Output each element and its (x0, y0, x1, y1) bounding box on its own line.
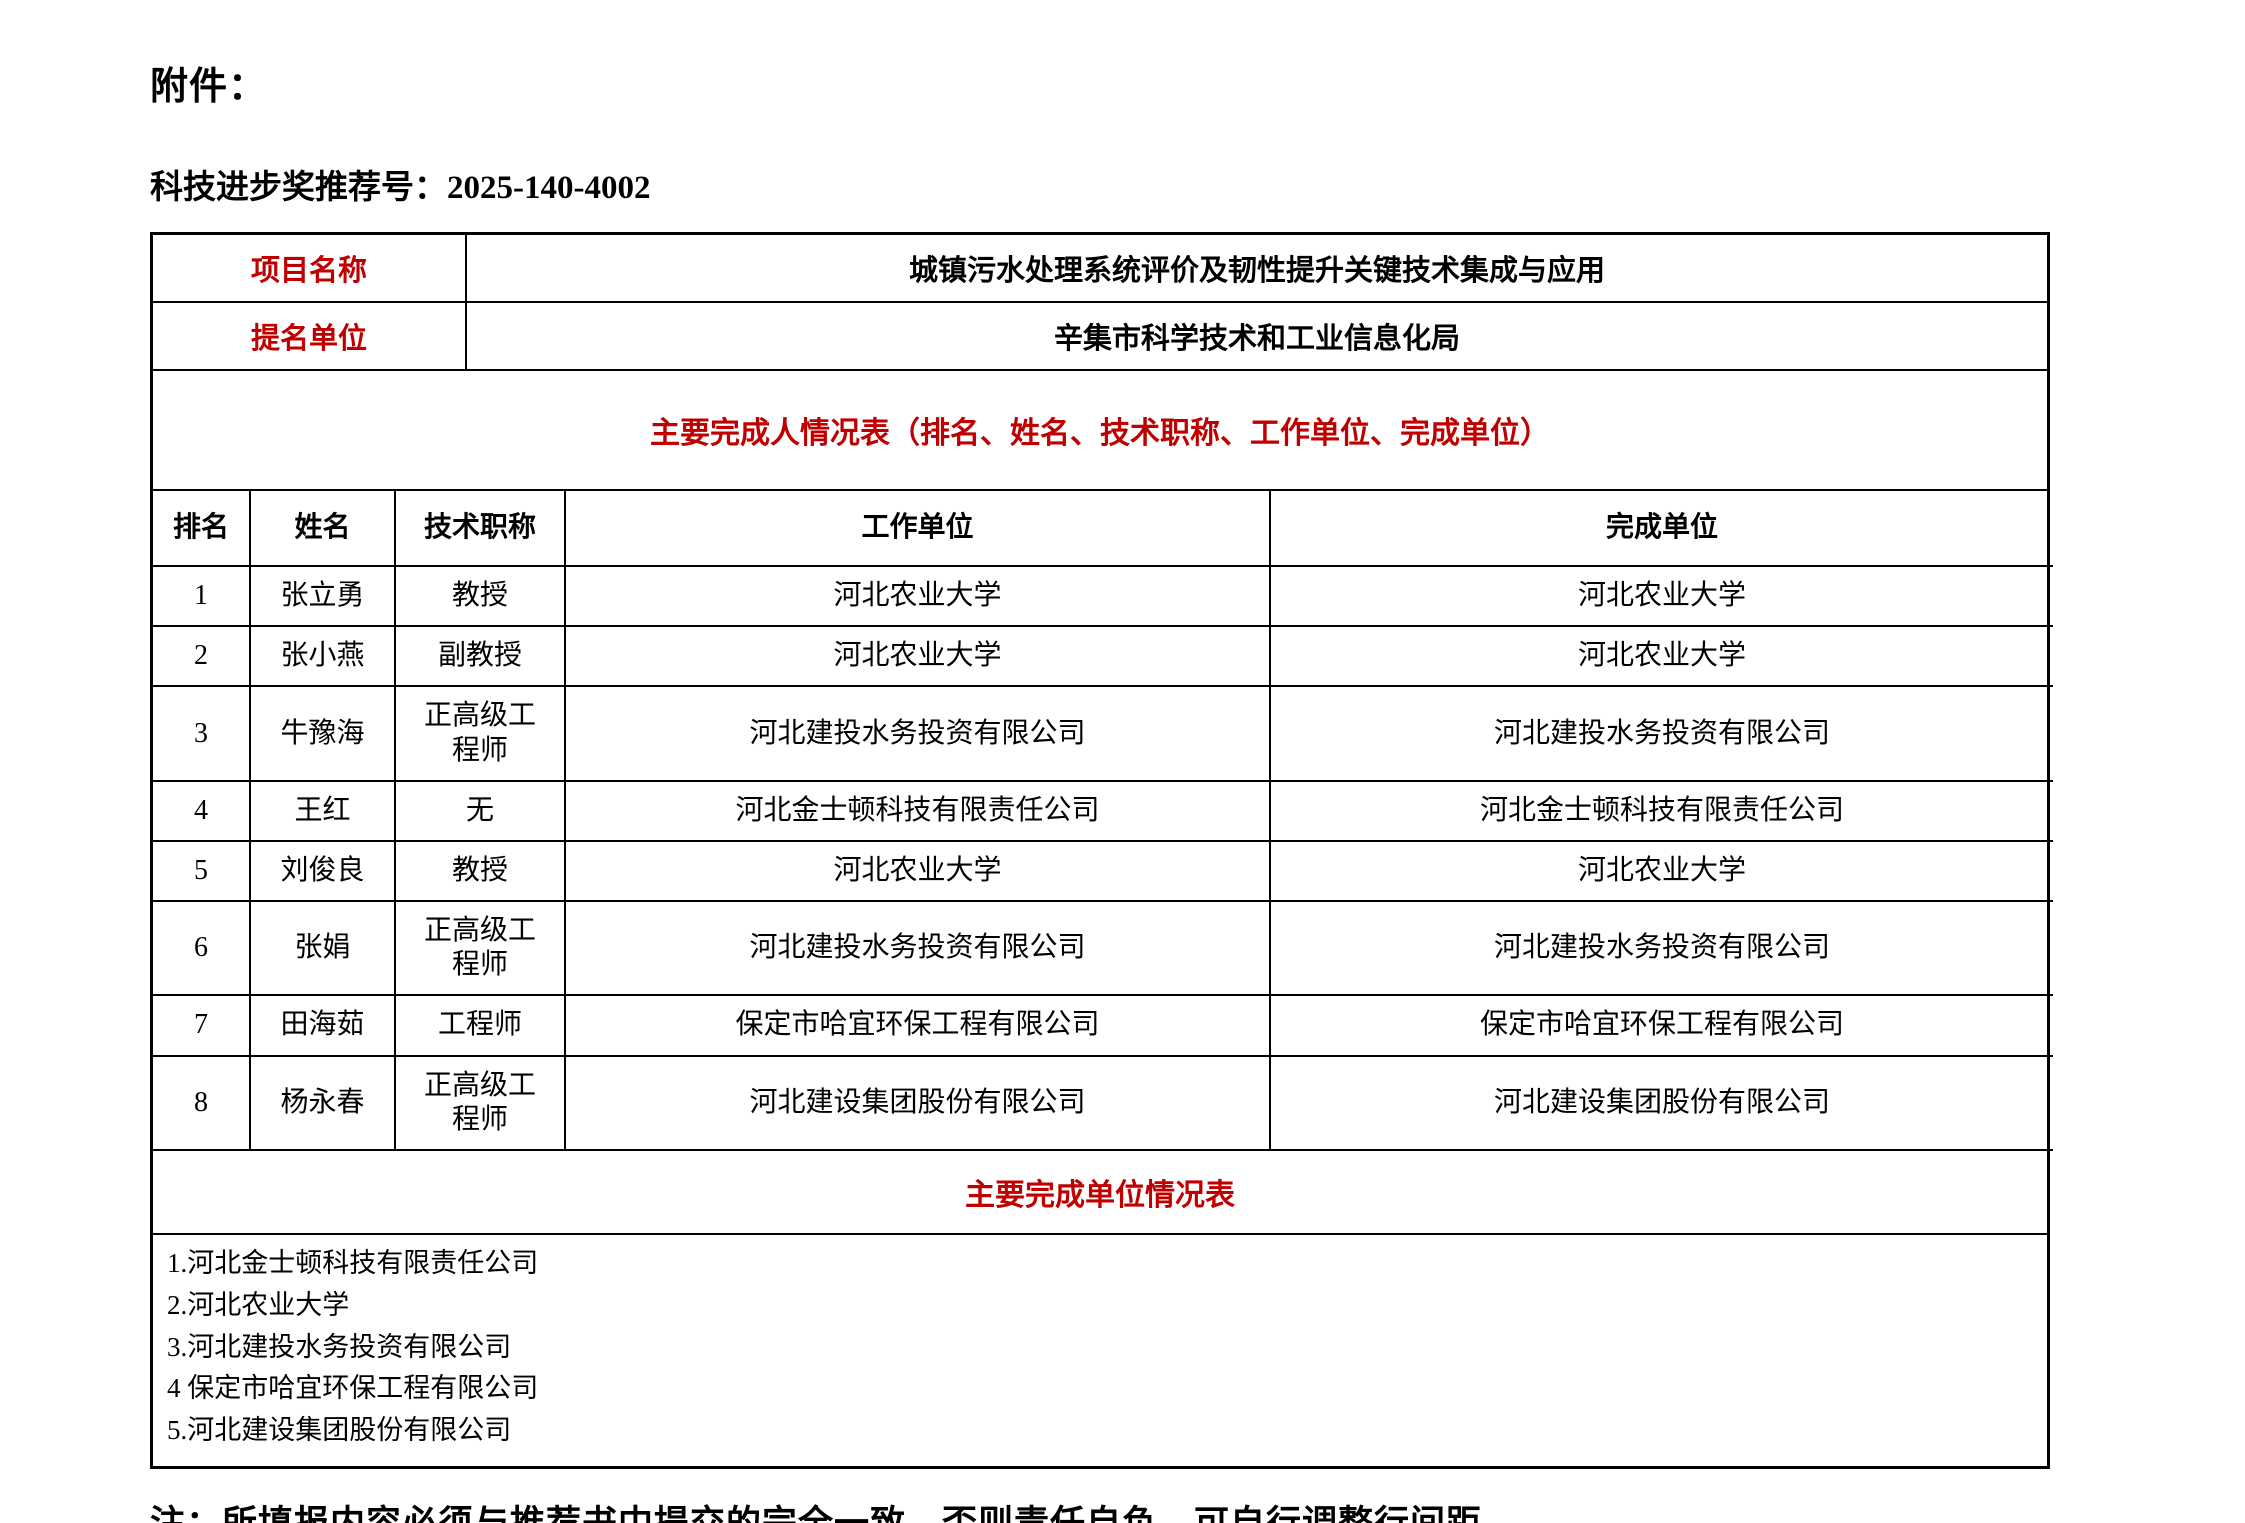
cell-work-unit: 河北农业大学 (564, 566, 1271, 628)
cell-work-unit: 河北农业大学 (564, 839, 1271, 903)
cell-name: 牛豫海 (249, 685, 396, 782)
unit-item: 2.河北农业大学 (167, 1289, 350, 1320)
table-row: 1 张立勇 教授 河北农业大学 河北农业大学 (153, 566, 2053, 628)
table-row: 8 杨永春 正高级工程师 河北建设集团股份有限公司 河北建设集团股份有限公司 (153, 1054, 2053, 1151)
cell-name: 杨永春 (249, 1054, 396, 1151)
cell-title: 正高级工程师 (394, 1054, 566, 1151)
nominator-value: 辛集市科学技术和工业信息化局 (466, 302, 2047, 371)
cell-rank: 1 (153, 566, 251, 628)
cell-work-unit: 河北建设集团股份有限公司 (564, 1054, 1271, 1151)
cell-name: 张小燕 (249, 625, 396, 688)
document-content: 附件： 科技进步奖推荐号：2025-140-4002 项目名称 城镇污水处理系统… (150, 55, 2053, 1523)
table-row: 7 田海茹 工程师 保定市哈宜环保工程有限公司 保定市哈宜环保工程有限公司 (153, 994, 2053, 1057)
cell-title: 工程师 (394, 994, 566, 1057)
units-table-title: 主要完成单位情况表 (153, 1151, 2047, 1235)
attachment-label: 附件： (150, 66, 268, 108)
units-list: 1.河北金士顿科技有限责任公司 2.河北农业大学 3.河北建投水务投资有限公司 … (153, 1235, 2047, 1466)
nominator-row: 提名单位 辛集市科学技术和工业信息化局 (153, 302, 2047, 371)
table-row: 4 王红 无 河北金士顿科技有限责任公司 河北金士顿科技有限责任公司 (153, 779, 2053, 842)
cell-work-unit: 保定市哈宜环保工程有限公司 (564, 994, 1271, 1057)
cell-rank: 8 (153, 1054, 251, 1151)
cell-rank: 4 (153, 779, 251, 842)
table-row: 6 张娟 正高级工程师 河北建投水务投资有限公司 河北建投水务投资有限公司 (153, 900, 2053, 997)
completers-header-row: 排名 姓名 技术职称 工作单位 完成单位 (153, 491, 2053, 568)
table-row: 2 张小燕 副教授 河北农业大学 河北农业大学 (153, 625, 2053, 688)
project-name-value: 城镇污水处理系统评价及韧性提升关键技术集成与应用 (466, 235, 2047, 303)
table-row: 3 牛豫海 正高级工程师 河北建投水务投资有限公司 河北建投水务投资有限公司 (153, 685, 2053, 782)
header-work-unit: 工作单位 (564, 491, 1271, 568)
cell-work-unit: 河北建投水务投资有限公司 (564, 685, 1271, 782)
cell-work-unit: 河北建投水务投资有限公司 (564, 900, 1271, 997)
cell-completing-unit: 河北金士顿科技有限责任公司 (1269, 779, 2053, 842)
header-title: 技术职称 (394, 491, 566, 568)
cell-title: 副教授 (394, 625, 566, 688)
cell-title: 教授 (394, 839, 566, 903)
table-row: 5 刘俊良 教授 河北农业大学 河北农业大学 (153, 839, 2053, 903)
cell-completing-unit: 河北建投水务投资有限公司 (1269, 900, 2053, 997)
header-name: 姓名 (249, 491, 396, 568)
project-name-label: 项目名称 (153, 235, 467, 303)
cell-name: 田海茹 (249, 994, 396, 1057)
cell-title: 教授 (394, 566, 566, 628)
cell-work-unit: 河北金士顿科技有限责任公司 (564, 779, 1271, 842)
cell-completing-unit: 河北农业大学 (1269, 839, 2053, 903)
recommendation-line: 科技进步奖推荐号：2025-140-4002 (150, 160, 2050, 208)
recommendation-number: 2025-140-4002 (447, 170, 651, 206)
cell-rank: 2 (153, 625, 251, 688)
cell-name: 张立勇 (249, 566, 396, 628)
cell-title: 无 (394, 779, 566, 842)
cell-name: 张娟 (249, 900, 396, 997)
project-meta-table: 项目名称 城镇污水处理系统评价及韧性提升关键技术集成与应用 提名单位 辛集市科学… (153, 235, 2047, 371)
unit-item: 1.河北金士顿科技有限责任公司 (167, 1247, 539, 1278)
cell-title: 正高级工程师 (394, 685, 566, 782)
cell-work-unit: 河北农业大学 (564, 625, 1271, 688)
cell-name: 刘俊良 (249, 839, 396, 903)
unit-item: 3.河北建投水务投资有限公司 (167, 1331, 512, 1362)
cell-name: 王红 (249, 779, 396, 842)
completers-table-title: 主要完成人情况表（排名、姓名、技术职称、工作单位、完成单位） (153, 371, 2047, 491)
cell-rank: 3 (153, 685, 251, 782)
cell-completing-unit: 河北农业大学 (1269, 625, 2053, 688)
nominator-label: 提名单位 (153, 302, 467, 371)
cell-completing-unit: 保定市哈宜环保工程有限公司 (1269, 994, 2053, 1057)
cell-rank: 5 (153, 839, 251, 903)
unit-item: 5.河北建设集团股份有限公司 (167, 1415, 512, 1446)
award-form-table: 项目名称 城镇污水处理系统评价及韧性提升关键技术集成与应用 提名单位 辛集市科学… (150, 232, 2053, 1470)
project-name-row: 项目名称 城镇污水处理系统评价及韧性提升关键技术集成与应用 (153, 235, 2047, 303)
cell-completing-unit: 河北农业大学 (1269, 566, 2053, 628)
note-text: 注：所填报内容必须与推荐书中提交的完全一致，否则责任自负，可自行调整行间距。 (150, 1495, 2050, 1523)
cell-completing-unit: 河北建设集团股份有限公司 (1269, 1054, 2053, 1151)
header-rank: 排名 (153, 491, 251, 568)
cell-rank: 6 (153, 900, 251, 997)
cell-title: 正高级工程师 (394, 900, 566, 997)
unit-item: 4 保定市哈宜环保工程有限公司 (167, 1373, 539, 1404)
cell-completing-unit: 河北建投水务投资有限公司 (1269, 685, 2053, 782)
completers-table: 排名 姓名 技术职称 工作单位 完成单位 1 张立勇 教授 河北农业大学 河北农… (153, 491, 2053, 1151)
recommendation-label: 科技进步奖推荐号： (150, 170, 447, 206)
header-completing-unit: 完成单位 (1269, 491, 2053, 568)
cell-rank: 7 (153, 994, 251, 1057)
